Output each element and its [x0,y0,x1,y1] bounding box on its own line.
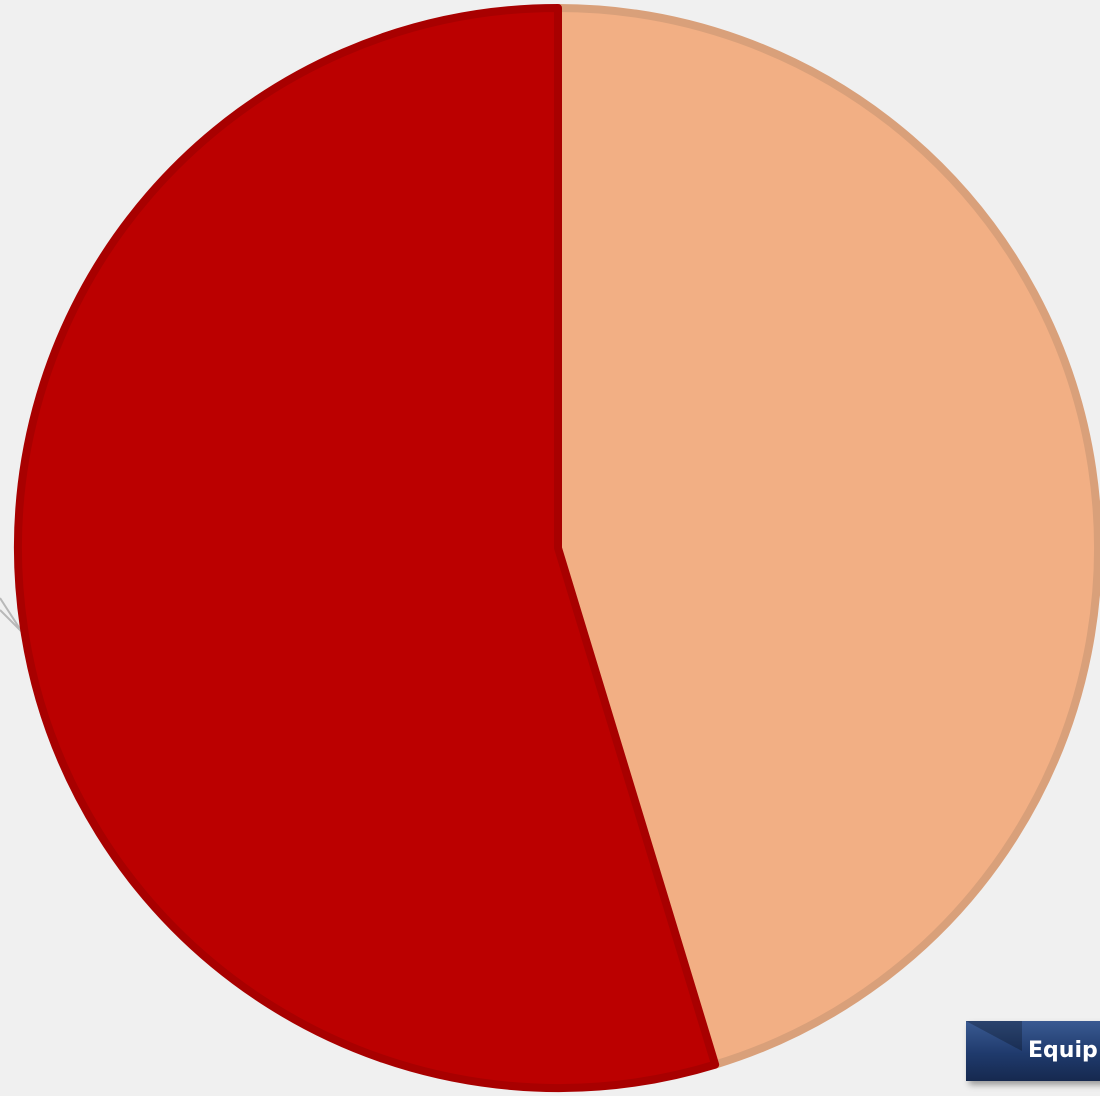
label-bevel [966,1021,1022,1051]
category-label-box: Equip [966,1021,1100,1081]
category-label-text: Equip [1028,1038,1098,1063]
pie-slice-1 [554,4,1100,1069]
pie-slice-2 [13,4,720,1092]
